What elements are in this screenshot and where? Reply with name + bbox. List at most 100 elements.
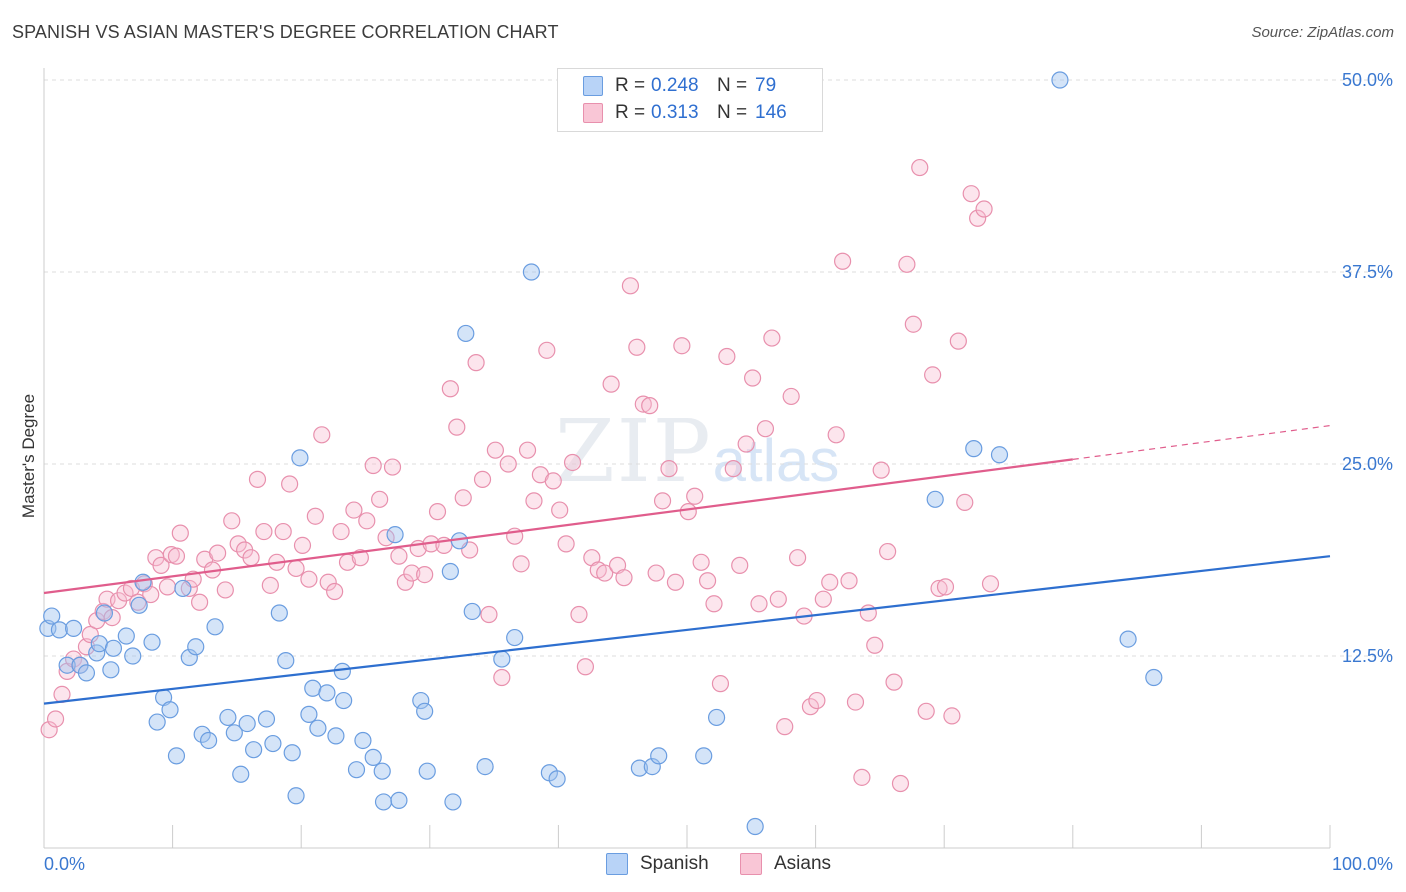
asian-point [821,573,839,591]
asian-point [698,572,717,590]
asian-point [255,522,273,541]
asian-point [563,453,582,472]
asian-point [834,252,852,270]
asian-point [216,581,234,599]
spanish-point [418,762,436,780]
asians-n-value: 146 [755,102,787,123]
asian-point [949,332,967,350]
asian-point [544,472,562,490]
asian-point [493,668,511,687]
spanish-point [180,648,198,667]
asian-point [390,547,408,565]
asian-point [718,347,736,366]
stats-legend-row-asians: R = 0.313 N = 146 [583,100,787,126]
spanish-point [412,691,430,710]
spanish-point [219,708,237,727]
spanish-point [650,747,668,765]
asian-point [743,369,762,387]
asian-point [750,595,768,613]
asian-point [679,503,697,521]
spanish-point [347,761,366,779]
asian-point [936,578,955,596]
spanish-point [386,526,404,544]
asian-point [40,721,58,739]
spanish-point [270,604,288,622]
asian-point [499,455,517,473]
spanish-point [990,446,1009,464]
asian-point [281,475,299,493]
spanish-point [335,691,353,710]
spanish-point [134,573,152,591]
asian-point [306,507,324,525]
legend-item-asians[interactable]: Asians [740,851,831,877]
watermark-zip: ZIP [555,402,713,502]
asian-point [692,553,710,571]
spanish-point [90,635,108,653]
spanish-n-value: 79 [755,75,777,96]
spanish-point [187,638,205,656]
asian-point [229,535,247,553]
spanish-point [77,664,96,682]
spanish-point [232,765,250,783]
spanish-point [161,701,179,719]
spanish-point [277,652,295,670]
asian-point [711,675,730,693]
asian-point [660,460,678,478]
spanish-point [374,793,393,811]
spanish-point [206,618,224,636]
asian-point [924,366,942,384]
asian-point [647,564,665,582]
spanish-point [283,744,301,762]
y-axis-label: Master's Degree [19,394,38,518]
asian-point [943,707,961,725]
asian-point [981,575,1000,593]
asian-point [512,555,530,573]
spanish-point [522,263,540,281]
asian-point [621,277,640,295]
spanish-point [548,770,566,788]
spanish-point [104,639,123,657]
stats-legend: R = 0.248 N = 79 R = 0.313 N = 146 [557,68,823,132]
spanish-point [707,708,726,727]
spanish-r-value: 0.248 [651,75,699,96]
asian-point [248,470,267,488]
spanish-point [309,719,327,737]
spanish-point [200,731,218,750]
spanish-point [130,596,148,614]
y-tick-label: 37.5% [1342,262,1393,282]
asian-point [776,718,794,736]
asian-point [853,768,871,786]
asian-point [962,185,980,203]
asian-point [364,456,382,475]
spanish-point [102,661,120,679]
asian-point [467,354,485,372]
asian-point [345,501,363,519]
spanish-swatch [583,76,603,96]
chart-source: Source: ZipAtlas.com [1251,24,1394,41]
spanish-point [50,621,69,639]
legend-item-spanish[interactable]: Spanish [606,851,709,877]
spanish-point [174,579,192,598]
spanish-point [926,490,944,508]
asian-point [846,693,865,711]
spanish-point [193,725,211,743]
asian-point [261,576,279,594]
asian-point [969,209,987,227]
asian-point [885,673,903,691]
asian-point [879,542,897,561]
asian-point [454,489,472,507]
spanish-point [291,449,309,467]
spanish-point [167,747,186,765]
asian-point [242,549,260,567]
spanish-point [64,619,83,637]
asian-point [377,529,395,547]
asian-point [326,582,344,601]
asian-point [872,461,890,479]
spanish-legend-swatch [606,853,628,875]
asian-point [596,564,614,582]
asian-point [300,570,318,588]
spanish-point [148,713,166,731]
asian-point [602,375,620,393]
spanish-point [287,787,305,805]
asian-point [930,579,948,598]
